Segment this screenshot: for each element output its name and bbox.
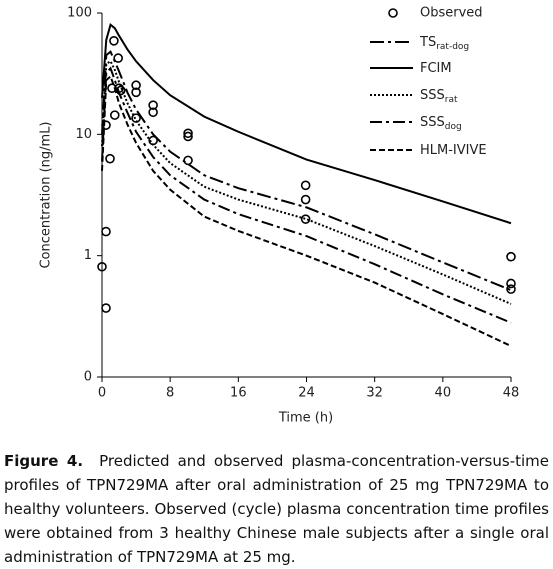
model-line [101, 66, 512, 324]
observed-point [148, 135, 158, 146]
x-axis-label: Time (h) [278, 411, 333, 426]
model-line [101, 23, 512, 225]
observed-point [109, 36, 119, 46]
y-tick-label: 100 [67, 6, 92, 21]
observed-point [131, 87, 141, 98]
observed-point [101, 226, 111, 237]
observed-point [300, 214, 311, 224]
observed-point [105, 153, 115, 164]
x-tick-label: 8 [166, 386, 174, 401]
legend-label: TSrat-dog [419, 35, 469, 52]
observed-point [300, 180, 311, 191]
legend-label: SSSdog [420, 115, 462, 132]
observed-point [109, 110, 120, 120]
caption-text: Predicted and observed plasma-concentrat… [4, 452, 549, 566]
legend-subscript: rat-dog [436, 42, 469, 52]
legend-label: Observed [420, 6, 483, 21]
model-line [101, 50, 512, 292]
legend-label: HLM-IVIVE [420, 143, 487, 158]
observed-point [107, 83, 117, 94]
legend-name: HLM-IVIVE [420, 143, 487, 158]
observed-point [114, 83, 124, 94]
observed-point [101, 120, 111, 130]
x-tick-label: 16 [230, 386, 247, 401]
x-tick-label: 32 [366, 386, 383, 401]
legend-marker [388, 8, 398, 18]
y-tick-label: 10 [75, 127, 92, 142]
observed-point [183, 155, 193, 166]
observed-point [506, 251, 516, 262]
observed-point [183, 131, 193, 142]
observed-point [148, 100, 158, 110]
legend-name: SSS [420, 115, 445, 130]
x-tick-label: 0 [98, 386, 106, 401]
caption: Figure 4. Predicted and observed plasma-… [4, 449, 549, 569]
y-axis-label: Concentration (ng/mL) [39, 121, 54, 268]
legend-label: SSSrat [420, 88, 458, 105]
y-tick-label: 0 [84, 370, 92, 385]
legend-name: SSS [420, 88, 445, 103]
legend-name: TS [419, 35, 436, 50]
observed-point [131, 113, 141, 123]
legend-subscript: dog [445, 122, 462, 132]
caption-label: Figure 4. [4, 452, 84, 470]
observed-point [183, 128, 193, 139]
x-tick-label: 48 [503, 386, 520, 401]
legend-label: FCIM [420, 61, 452, 76]
x-tick-label: 40 [435, 386, 452, 401]
legend-name: FCIM [420, 61, 452, 76]
observed-point [506, 278, 516, 289]
observed-point [113, 53, 123, 63]
observed-point [101, 303, 111, 313]
x-tick-label: 24 [298, 386, 315, 401]
observed-point [115, 85, 126, 96]
y-tick-label: 1 [84, 248, 92, 263]
observed-point [506, 284, 516, 294]
observed-point [300, 194, 311, 205]
observed-point [97, 261, 107, 272]
chart: Time (h) Concentration (ng/mL) 0 1 10 100 0 8… [39, 6, 520, 426]
legend-subscript: rat [445, 95, 458, 105]
observed-point [148, 107, 158, 118]
legend: ObservedTSrat-dogFCIMSSSratSSSdogHLM-IVI… [370, 6, 487, 158]
observed-point [131, 80, 141, 91]
model-line [101, 74, 512, 347]
